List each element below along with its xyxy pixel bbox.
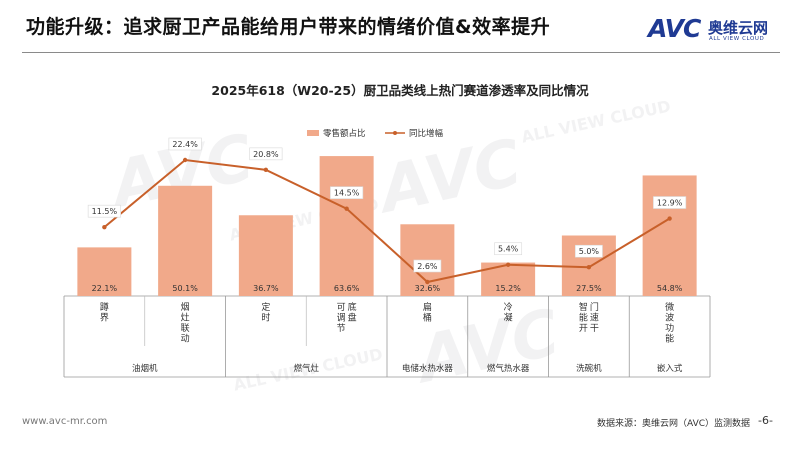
group-label-1: 燃气灶 [293, 363, 319, 374]
line-label-box-4 [413, 259, 442, 273]
line-point-1 [182, 157, 188, 163]
category-label-2: 定时 [261, 301, 270, 324]
line-label-box-5 [494, 242, 523, 256]
bar-label-1: 50.1% [172, 284, 198, 293]
line-label-0: 11.5% [92, 207, 118, 216]
bar-label-3: 63.6% [334, 284, 360, 293]
group-label-4: 洗碗机 [576, 363, 602, 374]
category-label-4: 扁桶 [423, 301, 432, 324]
line-label-box-3 [330, 186, 364, 199]
line-point-7 [667, 216, 672, 221]
avc-logo[interactable]: AVC 奥维云网 ALL VIEW CLOUD [648, 12, 778, 48]
legend-bar-swatch [307, 130, 319, 136]
line-point-5 [505, 262, 511, 267]
category-label-3: 可调节底盘 [337, 301, 357, 334]
line-label-box-6 [574, 244, 603, 258]
category-label-6: 智能开门速干 [579, 301, 599, 334]
logo-tagline: ALL VIEW CLOUD [709, 36, 765, 42]
group-label-2: 电储水热水器 [402, 363, 454, 374]
category-label-5: 冷凝 [504, 301, 513, 324]
line-label-box-0 [87, 204, 121, 218]
bar-label-7: 54.8% [657, 284, 683, 293]
line-label-3: 14.5% [334, 189, 360, 198]
legend-bar-label: 零售额占比 [323, 129, 366, 139]
line-label-4: 2.6% [417, 262, 438, 271]
bar-label-6: 27.5% [576, 284, 602, 293]
line-label-2: 20.8% [253, 150, 279, 159]
logo-brand: AVC [648, 14, 701, 43]
group-label-3: 燃气热水器 [487, 363, 530, 374]
bar-7 [642, 175, 697, 296]
line-point-4 [425, 279, 430, 285]
bar-label-5: 15.2% [495, 284, 521, 293]
line-point-6 [586, 265, 592, 270]
line-point-3 [344, 206, 349, 211]
title-divider [22, 52, 780, 53]
line-label-box-1 [168, 137, 202, 151]
line-label-5: 5.4% [498, 245, 519, 254]
line-series [103, 158, 671, 284]
category-label-1: 烟灶联动 [181, 301, 190, 345]
bar-label-0: 22.1% [92, 284, 118, 293]
line-point-2 [263, 167, 269, 173]
bar-label-2: 36.7% [253, 284, 279, 293]
line-label-1: 22.4% [172, 140, 198, 149]
footer-source: 数据来源：奥维云网（AVC）监测数据 [597, 419, 751, 429]
page-number: -6- [758, 414, 773, 427]
footer-url[interactable]: www.avc-mr.com [22, 416, 108, 427]
legend-swatches [307, 130, 405, 136]
bar-1 [158, 185, 213, 296]
logo-name: 奥维云网 [708, 19, 769, 37]
category-label-0: 蹲界 [100, 301, 109, 324]
category-label-7: 微波功能 [665, 301, 674, 345]
group-label-0: 油烟机 [132, 363, 158, 374]
line-label-box-7 [653, 196, 687, 209]
legend-line-marker [393, 131, 397, 135]
bar-label-4: 32.6% [415, 284, 441, 293]
line-label-7: 12.9% [657, 199, 683, 208]
chart-title: 2025年618（W20-25）厨卫品类线上热门赛道渗透率及同比情况 [211, 83, 589, 98]
line-label-6: 5.0% [579, 247, 600, 256]
legend-line-label: 同比增幅 [409, 129, 444, 139]
bar-0 [77, 247, 132, 296]
group-label-5: 嵌入式 [657, 363, 683, 374]
line-point-0 [102, 224, 107, 230]
page-title: 功能升级：追求厨卫产品能给用户带来的情绪价值&效率提升 [26, 16, 551, 38]
line-label-box-2 [249, 147, 283, 161]
bar-2 [238, 215, 293, 296]
